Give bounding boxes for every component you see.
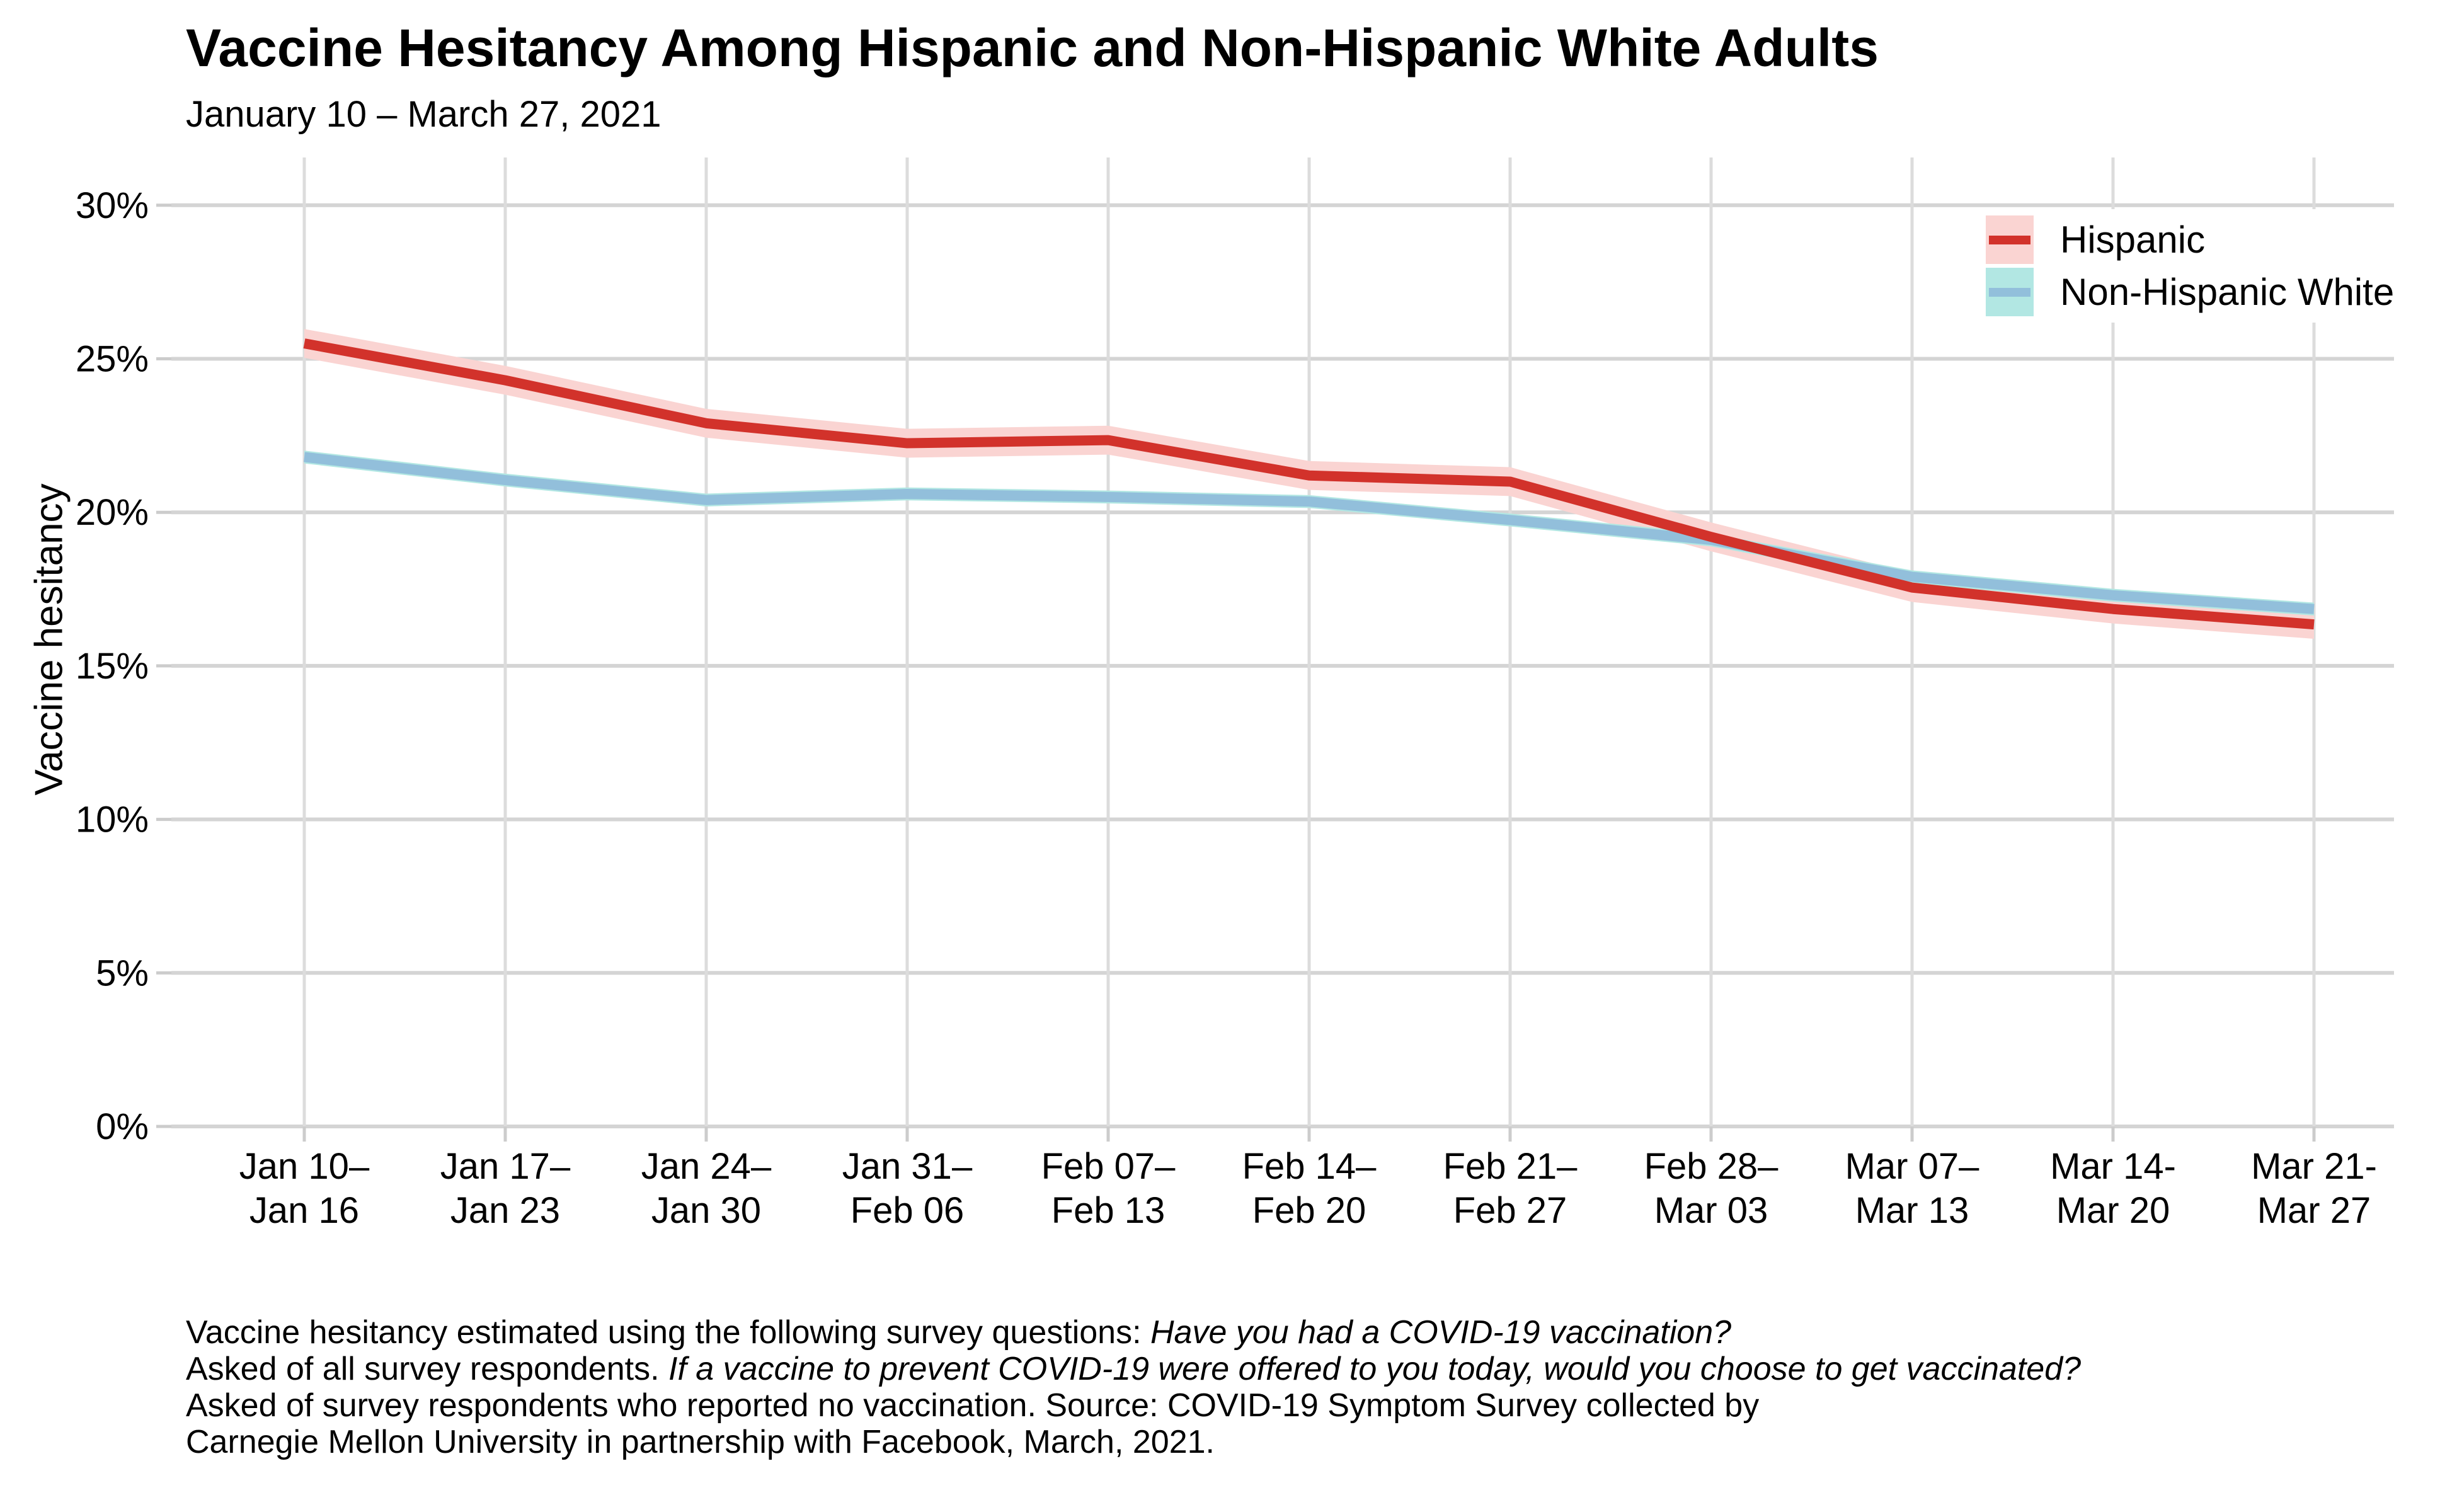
- non-hispanic-white-line: [304, 452, 2315, 614]
- x-tick-label: Mar 21-: [2251, 1146, 2377, 1187]
- x-tick-label: Jan 10–: [239, 1146, 370, 1187]
- page-title: Vaccine Hesitancy Among Hispanic and Non…: [186, 18, 1879, 77]
- x-tick-label: Mar 07–: [1845, 1146, 1980, 1187]
- x-tick-label: Mar 20: [2056, 1190, 2170, 1231]
- x-tick-label: Jan 24–: [641, 1146, 772, 1187]
- x-tick-label: Feb 27: [1453, 1190, 1567, 1231]
- y-tick-label: 30%: [76, 185, 149, 226]
- caption: Vaccine hesitancy estimated using the fo…: [186, 1314, 2081, 1460]
- caption-line-2: Asked of all survey respondents. If a va…: [186, 1351, 2081, 1387]
- x-tick-label: Feb 06: [850, 1190, 965, 1231]
- caption-text: Asked of all survey respondents.: [186, 1351, 668, 1387]
- caption-text: Carnegie Mellon University in partnershi…: [186, 1424, 1215, 1460]
- x-tick-label: Feb 20: [1252, 1190, 1366, 1231]
- x-tick-label: Feb 28–: [1644, 1146, 1779, 1187]
- x-ticks: [302, 1126, 2316, 1142]
- x-tick-labels: Jan 10–Jan 16 Jan 17–Jan 23 Jan 24–Jan 30 J…: [239, 1146, 2377, 1231]
- legend-row-non-hispanic-white: Non-Hispanic White: [1986, 268, 2394, 316]
- x-tick-label: Mar 14-: [2050, 1146, 2176, 1187]
- y-tick-label: 25%: [76, 339, 149, 380]
- y-tick-label: 5%: [96, 953, 149, 994]
- legend-line-swatch-non-hispanic-white: [1989, 287, 2030, 297]
- y-tick-label: 10%: [76, 799, 149, 840]
- y-tick-label: 20%: [76, 492, 149, 533]
- caption-line-4: Carnegie Mellon University in partnershi…: [186, 1424, 2081, 1460]
- x-gridlines: [302, 158, 2316, 1126]
- legend-row-hispanic: Hispanic: [1986, 215, 2394, 264]
- x-tick-label: Feb 07–: [1041, 1146, 1176, 1187]
- non-hispanic-white-ci-band: [304, 450, 2314, 616]
- x-tick-label: Jan 30: [651, 1190, 761, 1231]
- caption-line-1: Vaccine hesitancy estimated using the fo…: [186, 1314, 2081, 1351]
- legend-label-non-hispanic-white: Non-Hispanic White: [2060, 271, 2395, 313]
- caption-line-3: Asked of survey respondents who reported…: [186, 1387, 2081, 1424]
- y-tick-labels: 0% 5% 10% 15% 20% 25% 30%: [76, 185, 149, 1147]
- y-axis-title: Vaccine hesitancy: [27, 483, 71, 796]
- legend: Hispanic Non-Hispanic White: [1972, 209, 2406, 323]
- x-tick-label: Mar 27: [2257, 1190, 2371, 1231]
- y-gridlines: [171, 203, 2394, 1128]
- caption-text: Vaccine hesitancy estimated using the fo…: [186, 1314, 1150, 1351]
- x-tick-label: Jan 16: [249, 1190, 359, 1231]
- legend-key-non-hispanic-white: [1986, 268, 2034, 316]
- series-lines: [303, 338, 2315, 630]
- legend-line-swatch-hispanic: [1989, 235, 2030, 244]
- y-tick-label: 0%: [96, 1106, 149, 1147]
- legend-label-hispanic: Hispanic: [2060, 219, 2206, 261]
- y-ticks: [156, 203, 171, 1128]
- x-tick-label: Feb 21–: [1443, 1146, 1578, 1187]
- x-tick-label: Mar 03: [1654, 1190, 1768, 1231]
- caption-italic-text: If a vaccine to prevent COVID-19 were of…: [668, 1351, 2082, 1387]
- x-tick-label: Feb 13: [1051, 1190, 1166, 1231]
- hispanic-line: [303, 338, 2315, 630]
- x-tick-label: Jan 31–: [842, 1146, 973, 1187]
- x-tick-label: Jan 23: [450, 1190, 560, 1231]
- y-tick-label: 15%: [76, 646, 149, 687]
- x-tick-label: Mar 13: [1855, 1190, 1969, 1231]
- caption-text: Asked of survey respondents who reported…: [186, 1387, 1760, 1424]
- x-tick-label: Jan 17–: [440, 1146, 571, 1187]
- caption-italic-text: Have you had a COVID-19 vaccination?: [1150, 1314, 1732, 1351]
- legend-key-hispanic: [1986, 215, 2034, 264]
- page-subtitle: January 10 – March 27, 2021: [186, 94, 662, 135]
- x-tick-label: Feb 14–: [1242, 1146, 1377, 1187]
